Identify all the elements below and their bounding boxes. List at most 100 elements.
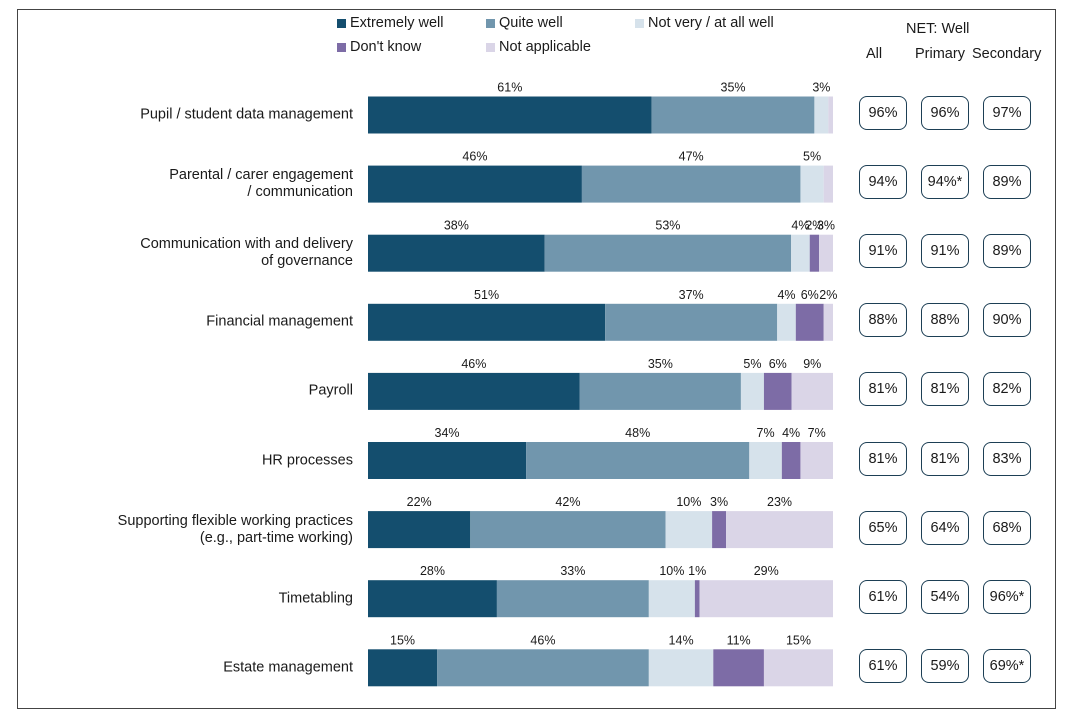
data-label: 33% <box>560 564 585 578</box>
data-label: 6% <box>769 357 787 371</box>
bar-segment-quite-well <box>651 96 815 134</box>
data-label: 22% <box>407 495 432 509</box>
bar-segment-not-well <box>791 234 810 272</box>
data-label: 34% <box>435 426 460 440</box>
net-well-value: 64% <box>921 510 969 545</box>
legend-item-extremely-well: Extremely well <box>337 15 443 31</box>
data-label: 4% <box>782 426 800 440</box>
category-label: Parental / carer engagement / communicat… <box>169 167 353 201</box>
bar-segment-not-well <box>648 649 714 687</box>
data-label: 61% <box>497 81 522 95</box>
net-well-value: 88% <box>921 303 969 338</box>
net-title: NET: Well <box>906 21 970 37</box>
net-well-value: 81% <box>859 372 907 407</box>
data-label: 15% <box>786 633 811 647</box>
net-well-value: 94% <box>859 165 907 200</box>
bar-segment-not-applicable <box>800 442 833 479</box>
category-label: Timetabling <box>278 590 353 607</box>
bar-segment-dont-know <box>795 303 824 341</box>
legend-label: Quite well <box>499 15 563 31</box>
net-well-value: 89% <box>983 234 1031 269</box>
bar-segment-not-applicable <box>699 580 833 618</box>
bar-segment-not-well <box>648 580 695 618</box>
data-label: 46% <box>530 633 555 647</box>
data-label: 2% <box>819 288 837 302</box>
net-well-value: 81% <box>921 372 969 407</box>
bar-segment-not-well <box>740 372 764 410</box>
bar-segment-not-applicable <box>823 303 833 341</box>
bar-segment-not-applicable <box>819 234 833 272</box>
net-well-value: 91% <box>859 234 907 269</box>
data-label: 47% <box>679 150 704 164</box>
bar-segment-dont-know <box>694 580 700 618</box>
data-label: 51% <box>474 288 499 302</box>
net-well-value: 96%* <box>983 579 1031 614</box>
data-label: 35% <box>648 357 673 371</box>
category-label: Payroll <box>308 382 353 399</box>
legend-label: Not applicable <box>499 39 591 55</box>
data-label: 11% <box>727 633 751 647</box>
data-label: 48% <box>625 426 650 440</box>
legend-swatch <box>337 42 346 52</box>
data-label: 9% <box>803 357 821 371</box>
net-well-value: 59% <box>921 648 969 683</box>
net-column-all: All <box>866 46 883 62</box>
data-label: 3% <box>817 219 835 233</box>
legend-label: Extremely well <box>350 15 444 31</box>
net-column-secondary: Secondary <box>972 46 1042 62</box>
net-well-value: 81% <box>859 441 907 476</box>
data-label: 37% <box>679 288 704 302</box>
data-label: 29% <box>754 564 779 578</box>
net-well-value: 54% <box>921 579 969 614</box>
bar-segment-quite-well <box>437 649 649 687</box>
data-label: 53% <box>655 219 680 233</box>
category-label: HR processes <box>261 452 353 468</box>
bar-segment-extremely-well <box>368 580 497 618</box>
bar-segment-not-well <box>665 511 713 549</box>
data-label: 1% <box>688 564 706 578</box>
bar-segment-extremely-well <box>368 96 652 134</box>
data-label: 5% <box>743 357 761 371</box>
bar-segment-dont-know <box>712 511 727 549</box>
bar-segment-not-applicable <box>726 511 833 549</box>
legend-swatch <box>337 18 346 28</box>
legend-item-quite-well: Quite well <box>486 15 563 31</box>
bar-segment-quite-well <box>579 372 741 410</box>
data-label: 5% <box>803 150 821 164</box>
data-label: 3% <box>710 495 728 509</box>
bar-segment-extremely-well <box>368 511 471 549</box>
legend-label: Don't know <box>350 39 422 55</box>
bar-segment-not-well <box>814 96 829 134</box>
bar-segment-not-applicable <box>828 96 833 134</box>
legend-swatch <box>486 18 495 28</box>
bar-segment-quite-well <box>496 580 649 618</box>
bar-segment-dont-know <box>763 372 792 410</box>
bar-segment-dont-know <box>809 234 820 272</box>
net-well-value: 61% <box>859 579 907 614</box>
category-label: Pupil / student data management <box>140 106 353 123</box>
bar-segment-quite-well <box>470 511 666 549</box>
bar-segment-extremely-well <box>368 372 580 410</box>
data-label: 46% <box>461 357 486 371</box>
net-well-value: 94%* <box>921 165 969 200</box>
bar-segment-quite-well <box>605 303 778 341</box>
bar-segment-extremely-well <box>368 165 582 203</box>
net-well-value: 83% <box>983 441 1031 476</box>
data-label: 7% <box>757 426 775 440</box>
data-label: 38% <box>444 219 469 233</box>
bar-segment-extremely-well <box>368 649 438 687</box>
data-label: 10% <box>676 495 701 509</box>
net-well-value: 96% <box>859 96 907 130</box>
bar-segment-quite-well <box>526 442 750 479</box>
bar-segment-extremely-well <box>368 234 545 272</box>
bar-segment-dont-know <box>781 442 801 479</box>
data-label: 15% <box>390 633 415 647</box>
bar-segment-not-well <box>800 165 824 203</box>
data-label: 46% <box>462 150 487 164</box>
category-label: Communication with and delivery of gover… <box>140 236 353 270</box>
bar-segment-not-applicable <box>763 649 833 687</box>
net-well-value: 97% <box>983 96 1031 130</box>
net-well-value: 89% <box>983 165 1031 200</box>
category-label: Financial management <box>206 313 353 330</box>
bar-segment-not-well <box>749 442 782 479</box>
